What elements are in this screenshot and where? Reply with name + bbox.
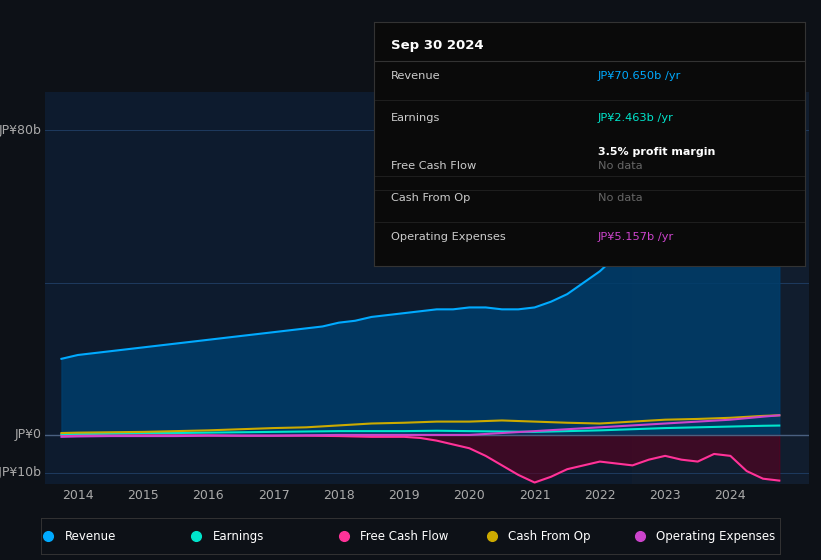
Text: Sep 30 2024: Sep 30 2024 bbox=[391, 39, 484, 53]
Text: JP¥80b: JP¥80b bbox=[0, 124, 41, 137]
Text: Free Cash Flow: Free Cash Flow bbox=[360, 530, 448, 543]
Text: Revenue: Revenue bbox=[65, 530, 116, 543]
Text: -JP¥10b: -JP¥10b bbox=[0, 466, 41, 479]
Text: JP¥70.650b /yr: JP¥70.650b /yr bbox=[598, 71, 681, 81]
Text: Operating Expenses: Operating Expenses bbox=[656, 530, 775, 543]
Text: JP¥2.463b /yr: JP¥2.463b /yr bbox=[598, 113, 673, 123]
Text: No data: No data bbox=[598, 193, 642, 203]
Text: JP¥0: JP¥0 bbox=[14, 428, 41, 441]
Text: No data: No data bbox=[598, 161, 642, 171]
Bar bbox=[632, 92, 809, 484]
Text: JP¥5.157b /yr: JP¥5.157b /yr bbox=[598, 232, 674, 242]
Text: Earnings: Earnings bbox=[213, 530, 264, 543]
Text: Operating Expenses: Operating Expenses bbox=[391, 232, 506, 242]
Text: Free Cash Flow: Free Cash Flow bbox=[391, 161, 476, 171]
Text: 3.5% profit margin: 3.5% profit margin bbox=[598, 147, 715, 157]
Text: Revenue: Revenue bbox=[391, 71, 440, 81]
Text: Earnings: Earnings bbox=[391, 113, 440, 123]
Text: Cash From Op: Cash From Op bbox=[391, 193, 470, 203]
Text: Cash From Op: Cash From Op bbox=[508, 530, 590, 543]
